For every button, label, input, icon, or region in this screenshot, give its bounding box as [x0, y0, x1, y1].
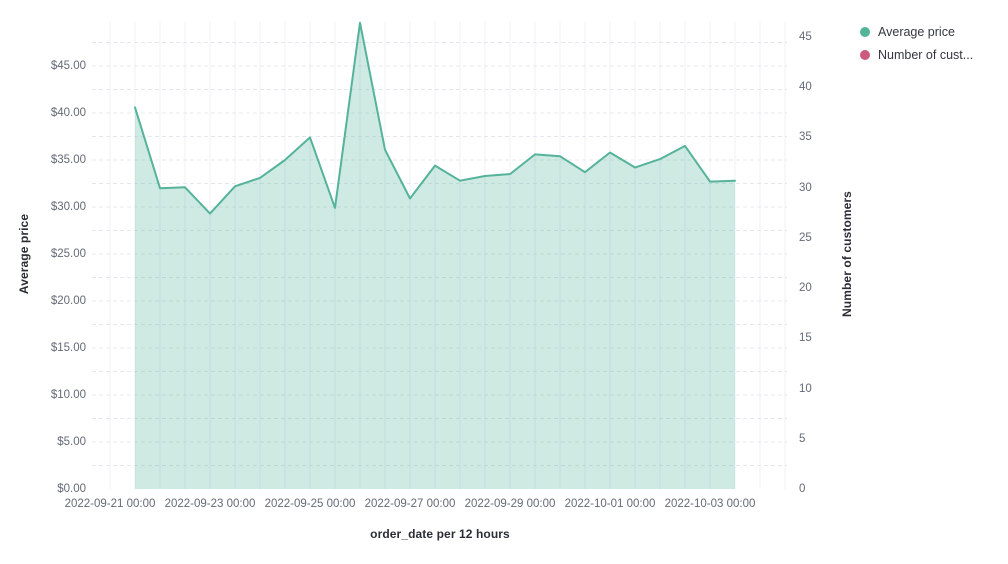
y-right-tick-label: 30	[799, 181, 812, 194]
y-right-tick-label: 15	[799, 332, 812, 345]
legend: Average price Number of cust...	[860, 25, 973, 71]
y-right-tick-label: 25	[799, 231, 812, 244]
y-right-tick-label: 40	[799, 81, 812, 93]
y-right-tick-label: 0	[799, 483, 806, 495]
x-tick-label: 2022-10-01 00:00	[564, 498, 656, 510]
legend-label-number-of-customers: Number of cust...	[878, 48, 974, 62]
y-right-tick-label: 45	[799, 30, 812, 43]
y-left-tick-label: $25.00	[50, 248, 86, 260]
legend-item-average-price[interactable]: Average price	[860, 25, 973, 39]
y-left-tick-label: $30.00	[50, 201, 86, 213]
y-left-tick-label: $35.00	[50, 154, 86, 166]
y-left-tick-label: $45.00	[50, 60, 86, 72]
y-right-tick-label: 10	[799, 382, 812, 395]
x-tick-label: 2022-09-25 00:00	[264, 498, 356, 510]
y-left-tick-label: $0.00	[57, 483, 86, 495]
y-left-tick-label: $10.00	[50, 389, 86, 401]
legend-item-number-of-customers[interactable]: Number of cust...	[860, 48, 973, 62]
x-tick-label: 2022-09-21 00:00	[64, 498, 156, 510]
y-right-tick-label: 20	[799, 282, 812, 294]
y-axis-right-title: Number of customers	[840, 191, 854, 317]
y-right-tick-label: 35	[799, 131, 812, 144]
y-left-tick-label: $40.00	[50, 107, 86, 119]
series-dot-icon	[860, 27, 870, 37]
x-tick-label: 2022-09-27 00:00	[364, 498, 456, 510]
y-left-tick-label: $20.00	[50, 295, 86, 307]
y-right-tick-label: 5	[799, 432, 806, 445]
y-axis-left-title: Average price	[17, 213, 31, 295]
legend-label-average-price: Average price	[878, 25, 955, 39]
x-axis-title: order_date per 12 hours	[370, 527, 510, 541]
x-tick-label: 2022-10-03 00:00	[664, 498, 756, 510]
y-left-tick-label: $15.00	[50, 342, 86, 354]
x-tick-label: 2022-09-23 00:00	[164, 498, 256, 510]
series-dot-icon	[860, 50, 870, 60]
y-left-tick-label: $5.00	[57, 436, 86, 448]
x-tick-label: 2022-09-29 00:00	[464, 498, 556, 510]
